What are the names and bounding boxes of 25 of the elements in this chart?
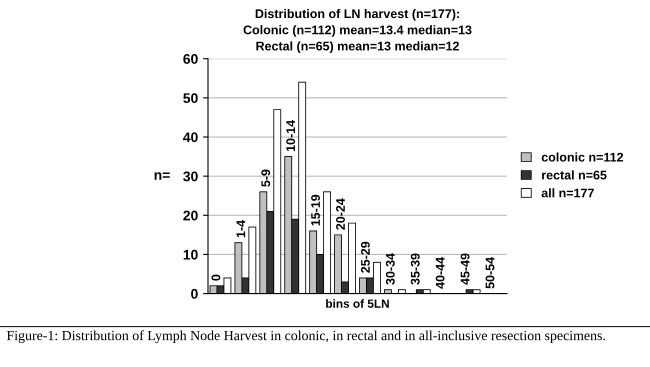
x-tick-label: 5-9 — [261, 170, 270, 187]
x-tick-label: 40-44 — [436, 257, 445, 289]
x-tick-label: 25-29 — [360, 242, 370, 273]
y-axis-title: n= — [154, 172, 170, 180]
y-tick-label: 60 — [183, 54, 198, 64]
y-tick-label: 10 — [184, 250, 198, 260]
x-tick-label: 20-24 — [336, 198, 345, 230]
legend-label: colonic n=112 — [542, 152, 624, 162]
x-axis-title: bins of 5LN — [326, 299, 389, 308]
y-tick-label: 0 — [191, 288, 198, 299]
y-tick-label: 20 — [183, 210, 198, 220]
x-tick-label: 50-54 — [486, 257, 494, 289]
x-tick-label: 1-4 — [236, 220, 246, 238]
legend-label: rectal n=65 — [542, 170, 607, 180]
y-tick-label: 40 — [183, 132, 198, 142]
x-tick-label: 15-19 — [311, 194, 320, 226]
chart-title: Distribution of LN harvest (n=177): Colonic (n=112) mean=13.4 median=13 Rectal (n=65) mean=13 median=12 — [244, 8, 472, 53]
legend-label: all n=177 — [542, 188, 594, 198]
x-tick-label: 30-34 — [386, 253, 395, 285]
y-tick-label: 30 — [183, 171, 198, 182]
x-tick-label: 35-39 — [410, 253, 420, 285]
y-tick-label: 50 — [183, 93, 198, 104]
text: Figure-1: Distribution of Lymph Node Harvest in colonic, in rectal and in all-inclusive resection specimens. — [6, 330, 605, 344]
x-tick-label: 45-49 — [460, 253, 470, 285]
x-tick-label: 10-14 — [286, 120, 296, 152]
